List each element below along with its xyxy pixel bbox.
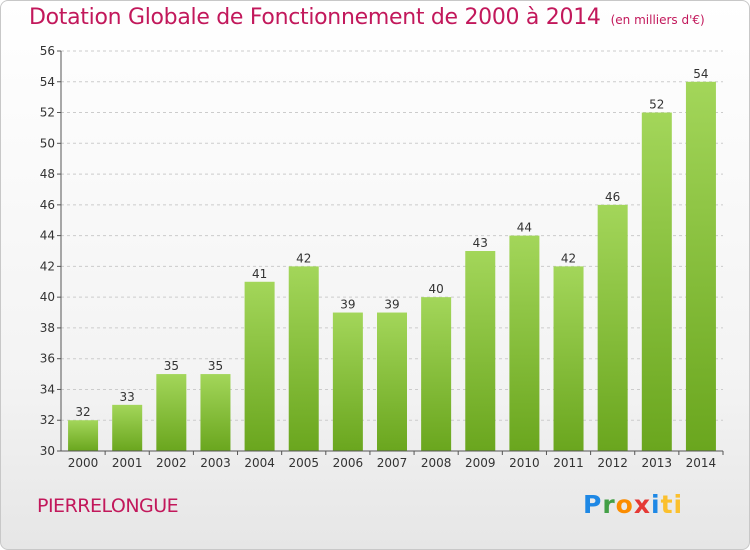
y-tick-label: 44	[40, 229, 55, 243]
y-tick-label: 56	[40, 44, 55, 58]
x-tick-label: 2004	[244, 456, 275, 470]
bar	[288, 266, 319, 451]
y-tick-label: 34	[40, 382, 55, 396]
chart-unit: (en milliers d'€)	[610, 13, 705, 27]
y-tick-label: 54	[40, 75, 55, 89]
data-label: 32	[75, 405, 90, 419]
labels: 30 32 34 36 38 40 42 44 46 48 50 52 54 56 2000 32 2001 33…	[40, 44, 716, 470]
bar	[68, 420, 99, 451]
data-label: 43	[473, 236, 488, 250]
data-label: 39	[340, 298, 355, 312]
data-label: 39	[384, 298, 399, 312]
bars	[68, 81, 716, 452]
logo-letter: P	[583, 490, 603, 519]
logo-letter: o	[615, 490, 634, 519]
x-tick-label: 2006	[333, 456, 364, 470]
x-tick-label: 2005	[288, 456, 319, 470]
bar	[200, 374, 231, 451]
data-label: 54	[693, 67, 708, 81]
data-label: 35	[164, 359, 179, 373]
data-label: 52	[649, 98, 664, 112]
municipality-name: PIERRELONGUE	[37, 495, 179, 517]
x-tick-label: 2010	[509, 456, 540, 470]
bar	[641, 112, 672, 452]
y-tick-label: 32	[40, 413, 55, 427]
bar	[244, 281, 275, 451]
x-tick-label: 2008	[421, 456, 452, 470]
y-tick-label: 52	[40, 106, 55, 120]
y-tick-label: 38	[40, 321, 55, 335]
bar	[156, 374, 187, 451]
bar	[597, 204, 628, 451]
bar	[112, 404, 143, 451]
x-tick-label: 2011	[553, 456, 584, 470]
bar	[553, 266, 584, 451]
x-tick-label: 2014	[686, 456, 717, 470]
y-tick-label: 30	[40, 444, 55, 458]
y-tick-label: 40	[40, 290, 55, 304]
chart-title-text: Dotation Globale de Fonctionnement de 20…	[29, 5, 601, 30]
y-tick-label: 46	[40, 198, 55, 212]
y-tick-label: 50	[40, 136, 55, 150]
data-label: 42	[561, 251, 576, 265]
bar	[377, 312, 407, 451]
x-tick-label: 2012	[597, 456, 628, 470]
logo-letter: x	[633, 490, 651, 519]
proxiti-logo: Proxiti	[583, 490, 683, 519]
bar	[685, 81, 716, 452]
data-label: 46	[605, 190, 620, 204]
logo-letter: i	[651, 490, 661, 519]
data-label: 33	[120, 390, 135, 404]
data-label: 41	[252, 267, 267, 281]
x-tick-label: 2007	[377, 456, 408, 470]
bar	[509, 235, 540, 451]
x-tick-label: 2003	[200, 456, 231, 470]
x-tick-label: 2001	[112, 456, 143, 470]
data-label: 35	[208, 359, 223, 373]
x-tick-label: 2009	[465, 456, 496, 470]
bar	[421, 297, 452, 451]
data-label: 44	[517, 221, 532, 235]
x-tick-label: 2000	[68, 456, 99, 470]
bar	[332, 312, 363, 451]
x-tick-label: 2013	[642, 456, 673, 470]
y-tick-label: 42	[40, 259, 55, 273]
axes	[57, 50, 724, 455]
chart-title: Dotation Globale de Fonctionnement de 20…	[29, 5, 705, 30]
logo-letter: r	[602, 490, 616, 519]
data-label: 42	[296, 251, 311, 265]
y-tick-label: 48	[40, 167, 55, 181]
x-tick-label: 2002	[156, 456, 187, 470]
logo-letter: ti	[660, 490, 684, 519]
bar	[465, 251, 496, 451]
data-label: 40	[428, 282, 443, 296]
y-tick-label: 36	[40, 352, 55, 366]
